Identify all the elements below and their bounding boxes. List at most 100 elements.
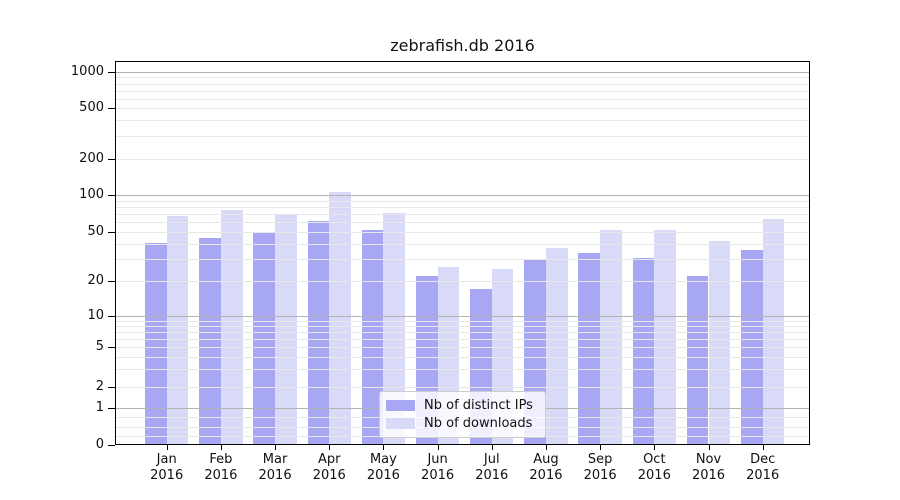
minor-gridline: [115, 222, 810, 224]
x-axis-tick-label: Dec 2016: [735, 452, 791, 484]
chart-title: zebrafish.db 2016: [390, 36, 535, 55]
minor-gridline: [115, 347, 810, 348]
x-axis-tick-label: Aug 2016: [518, 452, 574, 484]
minor-gridline: [115, 331, 810, 333]
major-gridline: [115, 316, 810, 317]
minor-gridline: [115, 136, 810, 138]
minor-gridline: [115, 243, 810, 245]
y-tick-mark: [108, 195, 115, 196]
bar-downloads: [220, 209, 243, 445]
y-axis-tick-label: 200: [79, 151, 104, 166]
minor-gridline: [115, 214, 810, 216]
y-axis-tick-label: 100: [79, 187, 104, 202]
bar-downloads: [545, 248, 568, 445]
bar-downloads: [383, 212, 406, 445]
x-tick-mark: [654, 445, 656, 450]
plot-border: [115, 61, 810, 445]
x-tick-mark: [600, 445, 602, 450]
x-axis-tick-label-line: Feb: [209, 452, 233, 467]
bar-downloads: [654, 229, 676, 445]
x-axis-tick-label-line: 2016: [475, 468, 509, 483]
x-axis-tick-label-line: Nov: [695, 452, 722, 467]
legend-item-downloads: Nb of downloads: [386, 415, 538, 434]
minor-gridline: [115, 356, 810, 358]
x-axis-tick-label-line: Jan: [156, 452, 177, 467]
bar-downloads: [708, 241, 731, 445]
bar-distinct-ips: [632, 257, 655, 445]
x-axis-tick-label: Mar 2016: [247, 452, 303, 484]
bar-distinct-ips: [253, 232, 276, 445]
x-tick-mark: [545, 445, 547, 450]
minor-gridline: [115, 259, 810, 261]
y-axis-tick-label: 5: [95, 339, 104, 354]
y-axis-tick-label: 0: [95, 437, 104, 452]
minor-gridline: [115, 320, 810, 322]
x-tick-mark: [383, 445, 385, 450]
x-axis-tick-label: Nov 2016: [681, 452, 737, 484]
minor-gridline: [115, 232, 810, 233]
bar-distinct-ips: [361, 229, 384, 445]
x-axis-tick-label-line: Mar: [262, 452, 288, 467]
x-tick-mark: [220, 445, 222, 450]
x-tick-mark: [491, 445, 493, 450]
y-tick-mark: [108, 159, 115, 160]
x-tick-mark: [437, 445, 439, 450]
minor-gridline: [115, 98, 810, 100]
minor-gridline: [115, 90, 810, 92]
x-axis-tick-label: Apr 2016: [301, 452, 357, 484]
legend-swatch-downloads-icon: [386, 418, 415, 430]
x-axis-tick-label-line: Jun: [427, 452, 448, 467]
y-tick-mark: [108, 281, 115, 282]
minor-gridline: [115, 338, 810, 340]
minor-gridline: [115, 120, 810, 122]
minor-gridline: [115, 83, 810, 85]
x-tick-mark: [329, 445, 331, 450]
minor-gridline: [115, 159, 810, 160]
x-axis-tick-label-line: Dec: [750, 452, 776, 467]
y-tick-mark: [108, 445, 115, 446]
x-axis-tick-label-line: Sep: [587, 452, 613, 467]
minor-gridline: [115, 77, 810, 79]
x-axis-tick-label-line: 2016: [204, 468, 238, 483]
legend: Nb of distinct IPs Nb of downloads: [379, 391, 546, 438]
x-tick-mark: [762, 445, 764, 450]
x-axis-tick-label-line: Apr: [317, 452, 341, 467]
minor-gridline: [115, 108, 810, 109]
x-axis-tick-label-line: 2016: [366, 468, 400, 483]
x-tick-mark: [708, 445, 710, 450]
x-axis-tick-label-line: May: [369, 452, 397, 467]
major-gridline: [115, 195, 810, 196]
x-axis-tick-label-line: 2016: [421, 468, 455, 483]
minor-gridline: [115, 281, 810, 282]
legend-swatch-distinct-ips-icon: [386, 399, 415, 411]
plot-area: Nb of distinct IPs Nb of downloads: [115, 61, 810, 445]
y-tick-mark: [108, 72, 115, 73]
minor-gridline: [115, 387, 810, 388]
y-axis-tick-label: 1000: [70, 64, 104, 79]
bar-downloads: [600, 229, 622, 445]
y-axis-tick-label: 50: [87, 224, 104, 239]
x-axis-tick-label-line: 2016: [691, 468, 726, 483]
y-tick-mark: [108, 232, 115, 233]
x-axis-tick-label: Jul 2016: [464, 452, 520, 484]
x-axis-tick-label-line: 2016: [258, 468, 292, 483]
x-axis-tick-label-line: Jul: [483, 452, 500, 467]
x-axis-tick-label: May 2016: [355, 452, 411, 484]
x-tick-mark: [166, 445, 168, 450]
y-tick-mark: [108, 387, 115, 388]
y-axis-tick-label: 1: [95, 400, 104, 415]
x-axis-tick-label-line: Aug: [533, 452, 559, 467]
minor-gridline: [115, 200, 810, 202]
minor-gridline: [115, 206, 810, 208]
bar-distinct-ips: [199, 237, 221, 445]
legend-item-distinct-ips: Nb of distinct IPs: [386, 396, 538, 415]
y-axis-tick-label: 20: [87, 273, 104, 288]
x-axis-tick-label-line: 2016: [583, 468, 617, 483]
minor-gridline: [115, 369, 810, 371]
bar-distinct-ips: [145, 242, 167, 445]
bar-downloads: [329, 191, 351, 445]
x-axis-tick-label-line: 2016: [312, 468, 346, 483]
y-tick-mark: [108, 316, 115, 317]
y-tick-mark: [108, 108, 115, 109]
